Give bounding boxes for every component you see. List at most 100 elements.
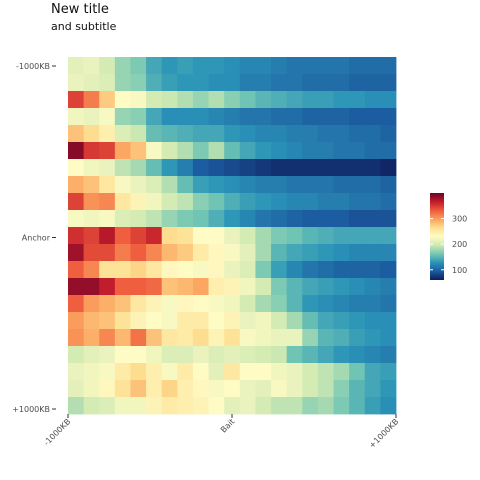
heatmap-cell — [99, 108, 116, 126]
heatmap-cell — [302, 74, 319, 92]
y-tick-label: -1000KB — [16, 62, 50, 71]
heatmap-cell — [349, 108, 366, 126]
heatmap-cell — [317, 91, 334, 109]
heatmap-cell — [208, 193, 225, 211]
heatmap-cell — [364, 380, 381, 398]
heatmap-cell — [286, 312, 303, 330]
heatmap-cell — [239, 193, 256, 211]
heatmap-cell — [68, 74, 85, 92]
heatmap-cell — [68, 329, 85, 347]
heatmap-cell — [177, 244, 194, 262]
heatmap-cell — [255, 278, 272, 296]
heatmap-cell — [224, 244, 241, 262]
heatmap-cell — [271, 397, 288, 415]
heatmap-cell — [114, 397, 131, 415]
heatmap-cell — [286, 176, 303, 194]
heatmap-cell — [317, 193, 334, 211]
heatmap-cell — [83, 57, 100, 75]
heatmap-cell — [255, 329, 272, 347]
heatmap-cell — [224, 278, 241, 296]
heatmap-cell — [68, 363, 85, 381]
heatmap-cell — [364, 210, 381, 228]
heatmap-cell — [271, 176, 288, 194]
heatmap-cell — [130, 74, 147, 92]
heatmap-cell — [83, 193, 100, 211]
heatmap-cell — [99, 363, 116, 381]
heatmap-cell — [333, 142, 350, 160]
heatmap-cell — [271, 125, 288, 143]
heatmap-cell — [271, 193, 288, 211]
heatmap-cell — [380, 397, 397, 415]
heatmap-cell — [177, 74, 194, 92]
heatmap-cell — [239, 278, 256, 296]
heatmap-cell — [364, 91, 381, 109]
heatmap-cell — [99, 159, 116, 177]
heatmap-cell — [161, 329, 178, 347]
heatmap-cell — [224, 329, 241, 347]
heatmap-cell — [255, 210, 272, 228]
heatmap-cell — [130, 176, 147, 194]
heatmap-cell — [239, 142, 256, 160]
y-axis: -1000KB Anchor +1000KB — [12, 62, 56, 414]
heatmap-cell — [364, 312, 381, 330]
heatmap-cell — [255, 312, 272, 330]
heatmap-cell — [130, 295, 147, 313]
heatmap-cell — [130, 380, 147, 398]
heatmap-cell — [177, 278, 194, 296]
heatmap-cell — [364, 346, 381, 364]
heatmap-cell — [255, 346, 272, 364]
heatmap-cell — [208, 108, 225, 126]
heatmap-cell — [271, 329, 288, 347]
heatmap-cell — [255, 57, 272, 75]
heatmap-cell — [255, 159, 272, 177]
heatmap-cell — [380, 380, 397, 398]
heatmap-cell — [333, 295, 350, 313]
heatmap-cell — [130, 108, 147, 126]
heatmap-cell — [83, 176, 100, 194]
heatmap-cell — [380, 74, 397, 92]
heatmap-cell — [177, 261, 194, 279]
heatmap-cell — [317, 380, 334, 398]
heatmap-cell — [224, 57, 241, 75]
heatmap-cell — [302, 227, 319, 245]
heatmap-cell — [114, 142, 131, 160]
heatmap-cell — [224, 125, 241, 143]
heatmap-cell — [286, 159, 303, 177]
heatmap-cell — [333, 193, 350, 211]
heatmap-cell — [114, 363, 131, 381]
heatmap-cell — [192, 244, 209, 262]
colorbar-tick-label: 200 — [452, 240, 467, 249]
heatmap-cell — [333, 278, 350, 296]
colorbar-tick-label: 100 — [452, 266, 467, 275]
heatmap-cell — [192, 159, 209, 177]
heatmap-cell — [271, 363, 288, 381]
heatmap-cell — [68, 159, 85, 177]
heatmap-cell — [349, 193, 366, 211]
heatmap-cell — [114, 380, 131, 398]
heatmap-cell — [317, 346, 334, 364]
heatmap-cell — [224, 142, 241, 160]
heatmap-cell — [114, 108, 131, 126]
heatmap-cell — [349, 91, 366, 109]
heatmap-cell — [68, 346, 85, 364]
heatmap-cell — [161, 142, 178, 160]
heatmap-cell — [286, 142, 303, 160]
heatmap-cell — [192, 363, 209, 381]
heatmap-cell — [239, 346, 256, 364]
heatmap-cell — [239, 210, 256, 228]
heatmap-cell — [68, 108, 85, 126]
heatmap-cell — [255, 244, 272, 262]
heatmap-cell — [146, 346, 163, 364]
heatmap-cell — [68, 193, 85, 211]
heatmap-cell — [146, 125, 163, 143]
heatmap-cell — [68, 261, 85, 279]
heatmap-cell — [364, 295, 381, 313]
heatmap-cell — [130, 397, 147, 415]
heatmap-cell — [380, 57, 397, 75]
heatmap-cell — [380, 295, 397, 313]
heatmap-cell — [286, 363, 303, 381]
heatmap-cell — [114, 346, 131, 364]
heatmap-cell — [333, 125, 350, 143]
heatmap-cell — [302, 329, 319, 347]
heatmap-cell — [239, 244, 256, 262]
